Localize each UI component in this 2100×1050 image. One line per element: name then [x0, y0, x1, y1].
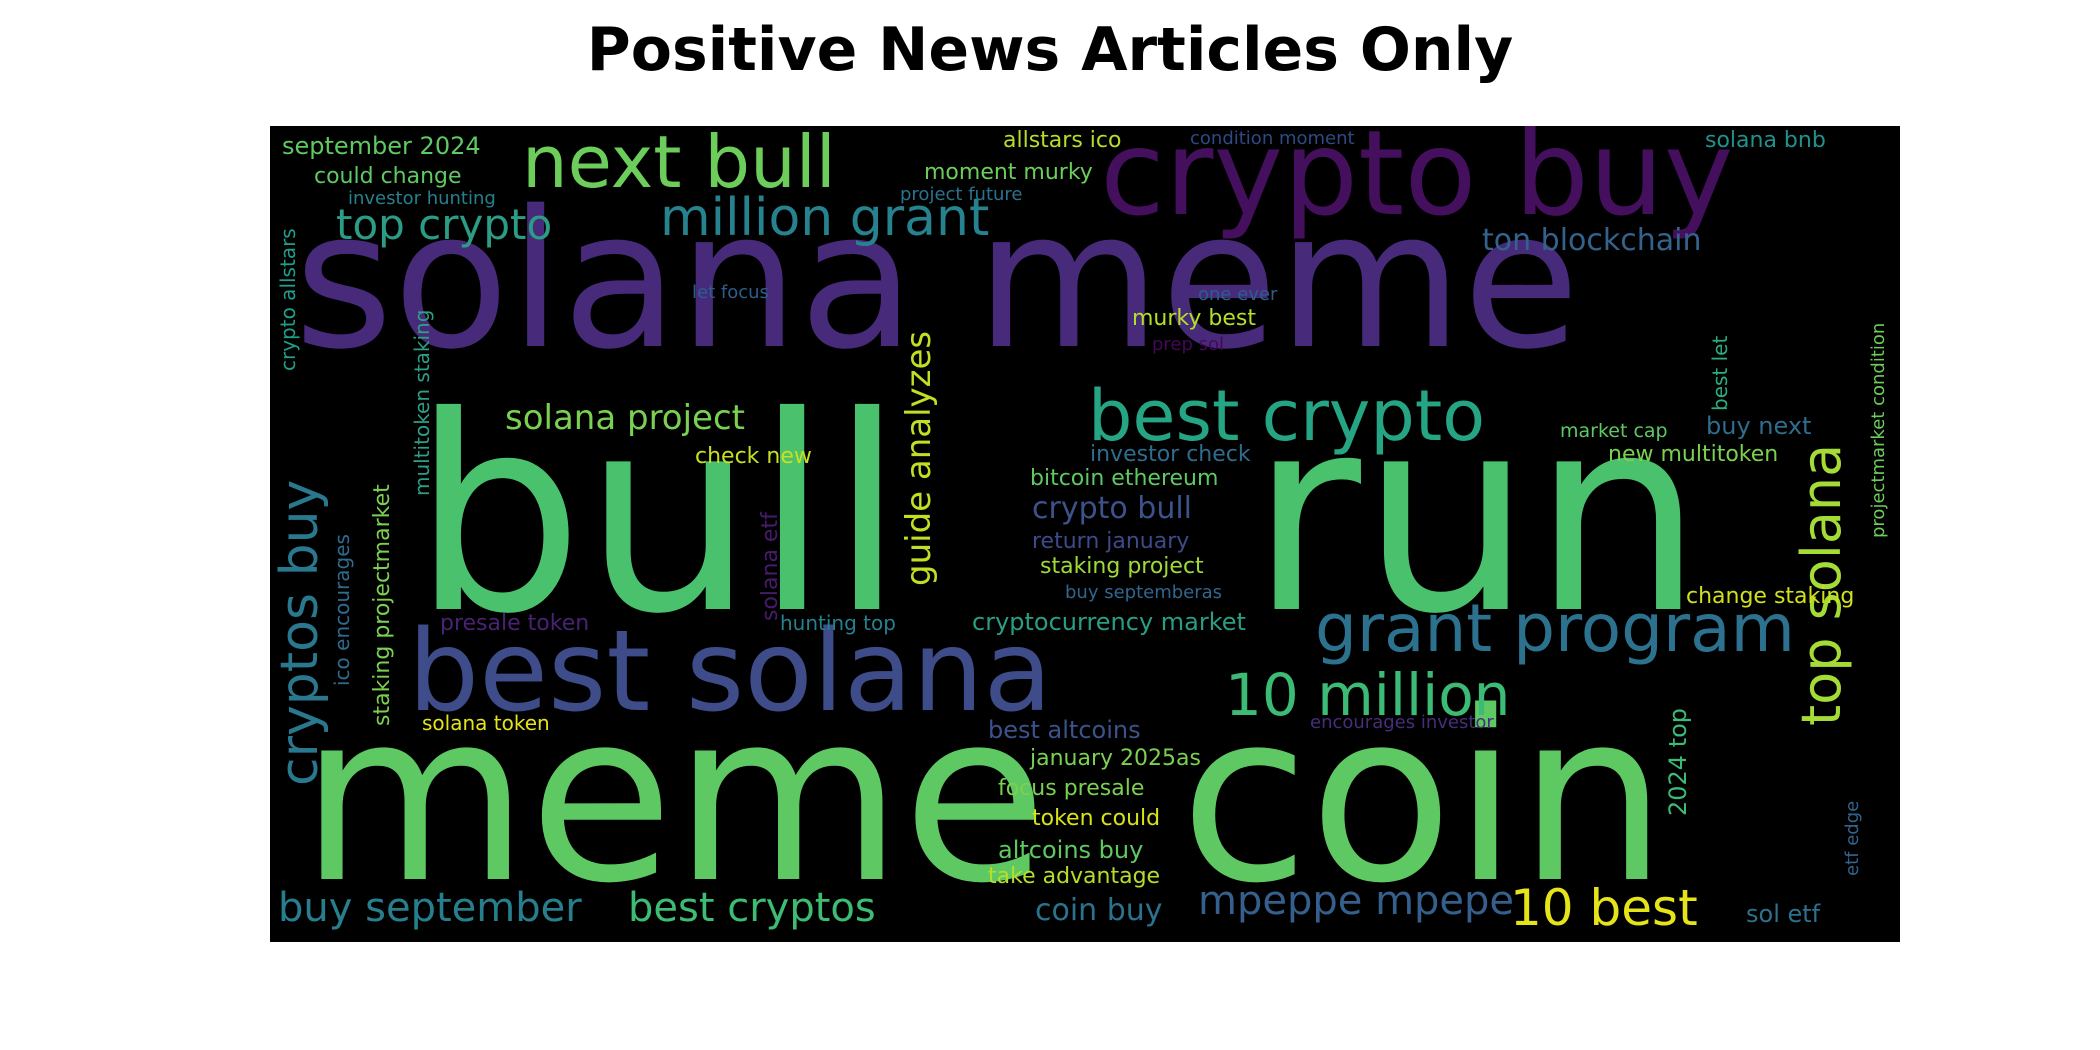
word-etf-edge: etf edge — [1842, 800, 1863, 876]
word-sol-etf: sol etf — [1746, 900, 1821, 928]
word-cloud: solana meme bull run meme coin crypto bu… — [270, 126, 1900, 942]
word-allstars-ico: allstars ico — [1003, 128, 1122, 153]
word-top-crypto: top crypto — [336, 200, 553, 249]
word-crypto-buy: crypto buy — [1100, 126, 1734, 242]
word-projectmarket-condition: projectmarket condition — [1868, 322, 1889, 538]
word-ton-blockchain: ton blockchain — [1482, 223, 1702, 258]
chart-title: Positive News Articles Only — [586, 15, 1514, 85]
word-10-million: 10 million — [1225, 661, 1511, 729]
word-ico-encourages: ico encourages — [330, 534, 354, 686]
word-september-2024: september 2024 — [282, 132, 481, 160]
word-project-future: project future — [900, 184, 1023, 205]
word-focus-presale: focus presale — [998, 776, 1145, 801]
word-presale-token: presale token — [440, 611, 590, 636]
word-hunting-top: hunting top — [780, 611, 896, 635]
word-investor-hunting: investor hunting — [348, 188, 496, 209]
word-staking-projectmarket: staking projectmarket — [370, 484, 395, 726]
word-january-2025as: january 2025as — [1030, 746, 1201, 771]
word-multitoken-staking: multitoken staking — [410, 309, 434, 496]
word-one-ever: one ever — [1198, 284, 1278, 305]
word-best-cryptos: best cryptos — [628, 885, 876, 931]
word-guide-analyzes: guide analyzes — [899, 330, 939, 586]
word-10-best: 10 best — [1510, 879, 1698, 937]
word-2024-top: 2024 top — [1664, 707, 1692, 816]
word-buy-septemberas: buy septemberas — [1065, 582, 1223, 603]
word-best-altcoins: best altcoins — [988, 716, 1141, 744]
word-buy-september: buy september — [278, 885, 582, 931]
word-cryptocurrency-market: cryptocurrency market — [972, 608, 1246, 636]
word-bitcoin-ethereum: bitcoin ethereum — [1030, 466, 1219, 491]
word-cryptos-buy: cryptos buy — [270, 479, 330, 786]
word-could-change: could change — [314, 164, 462, 189]
word-mpeppe-mpepe: mpeppe mpepe — [1198, 878, 1515, 924]
word-token-could: token could — [1032, 806, 1161, 831]
word-moment-murky: moment murky — [924, 160, 1093, 185]
word-crypto-bull: crypto bull — [1032, 491, 1193, 526]
word-change-staking: change staking — [1686, 584, 1855, 609]
word-million-grant: million grant — [660, 188, 990, 248]
word-solana-etf: solana etf — [758, 512, 783, 621]
word-murky-best: murky best — [1132, 306, 1256, 331]
word-solana-project: solana project — [505, 398, 745, 438]
word-take-advantage: take advantage — [988, 864, 1161, 889]
word-new-multitoken: new multitoken — [1608, 442, 1779, 467]
word-crypto-allstars: crypto allstars — [276, 228, 300, 371]
word-altcoins-buy: altcoins buy — [998, 836, 1144, 864]
word-meme: meme — [300, 662, 1047, 935]
word-coin-buy: coin buy — [1035, 893, 1163, 928]
word-check-new: check new — [695, 444, 812, 469]
word-condition-moment: condition moment — [1190, 128, 1355, 149]
word-let-focus: let focus — [692, 282, 769, 303]
word-solana-token: solana token — [422, 711, 550, 735]
word-solana-bnb: solana bnb — [1705, 128, 1826, 153]
word-staking-project: staking project — [1040, 554, 1204, 579]
word-coin: coin — [1180, 662, 1668, 935]
word-run: run — [1250, 358, 1704, 673]
word-solana-meme: solana meme — [294, 170, 1580, 391]
word-best-let: best let — [1708, 335, 1732, 411]
word-grant-program: grant program — [1315, 590, 1795, 667]
word-best-crypto: best crypto — [1088, 375, 1486, 457]
word-investor-check: investor check — [1090, 442, 1251, 467]
word-encourages-investor: encourages investor — [1310, 712, 1494, 733]
word-return-january: return january — [1032, 529, 1190, 554]
word-prep-sol: prep sol — [1152, 334, 1225, 355]
word-bull: bull — [412, 358, 905, 673]
word-next-bull: next bull — [522, 126, 836, 204]
word-market-cap: market cap — [1560, 420, 1668, 442]
word-buy-next: buy next — [1706, 412, 1812, 440]
word-best-solana: best solana — [408, 607, 1053, 737]
